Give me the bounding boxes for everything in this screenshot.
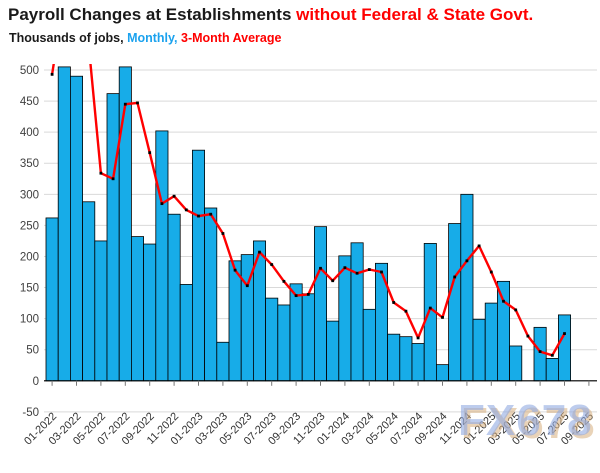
svg-text:350: 350 [20, 158, 39, 170]
bar-11-2023 [313, 226, 327, 382]
bar-01-2025 [484, 302, 498, 382]
x-axis-labels: 01-202203-202205-202207-202209-202211-20… [22, 410, 596, 447]
bar-03-2022 [70, 75, 84, 382]
bar-06-2025 [545, 358, 559, 382]
bar-11-2022 [167, 213, 181, 382]
bar-04-2022 [82, 201, 96, 382]
bar-08-2022 [130, 236, 144, 382]
bar-06-2022 [106, 93, 120, 382]
subtitle-average-legend: 3-Month Average [177, 31, 282, 45]
bar-07-2025 [558, 314, 572, 382]
chart-title: Payroll Changes at Establishments withou… [8, 5, 533, 25]
bar-09-2023 [289, 283, 303, 382]
svg-text:200: 200 [20, 251, 39, 263]
bar-12-2023 [326, 320, 340, 382]
bar-12-2022 [179, 284, 193, 382]
svg-text:100: 100 [20, 314, 39, 326]
bar-02-2023 [204, 207, 218, 382]
bar-10-2023 [301, 293, 315, 382]
chart-title-red: without Federal & State Govt. [296, 5, 534, 24]
bar-01-2022 [45, 217, 59, 382]
svg-text:450: 450 [20, 96, 39, 108]
bar-03-2023 [216, 341, 230, 382]
subtitle-monthly-legend: Monthly, [127, 31, 178, 45]
bar-08-2023 [277, 304, 291, 382]
chart-title-black: Payroll Changes at Establishments [8, 5, 297, 24]
bar-04-2023 [228, 260, 242, 382]
bar-05-2024 [387, 333, 401, 382]
bar-10-2024 [448, 223, 462, 382]
bar-01-2024 [338, 255, 352, 382]
bar-02-2024 [350, 242, 364, 382]
bar-10-2022 [155, 130, 169, 382]
svg-text:500: 500 [20, 65, 39, 77]
bar-11-2024 [460, 193, 474, 382]
bars-series [45, 66, 572, 382]
bar-09-2022 [143, 243, 157, 382]
svg-text:50: 50 [26, 345, 39, 357]
svg-text:150: 150 [20, 283, 39, 295]
svg-text:300: 300 [20, 189, 39, 201]
x-axis-ticks [51, 380, 590, 386]
bar-01-2023 [191, 149, 205, 382]
bar-09-2024 [435, 364, 449, 382]
bar-05-2022 [94, 240, 108, 382]
svg-text:0: 0 [33, 376, 39, 388]
bar-06-2024 [399, 336, 413, 382]
bar-02-2025 [496, 280, 510, 382]
svg-text:250: 250 [20, 220, 39, 232]
bar-03-2025 [509, 345, 523, 382]
bar-07-2022 [118, 66, 132, 382]
bar-02-2022 [57, 66, 71, 382]
bar-03-2024 [362, 308, 376, 382]
bar-07-2023 [265, 297, 279, 382]
chart-subtitle: Thousands of jobs, Monthly, 3-Month Aver… [9, 31, 281, 45]
svg-text:-50: -50 [22, 407, 39, 419]
bar-07-2024 [411, 343, 425, 382]
svg-text:400: 400 [20, 127, 39, 139]
bar-12-2024 [472, 318, 486, 382]
avg-line-dots [50, 72, 566, 357]
subtitle-units: Thousands of jobs, [9, 31, 128, 45]
